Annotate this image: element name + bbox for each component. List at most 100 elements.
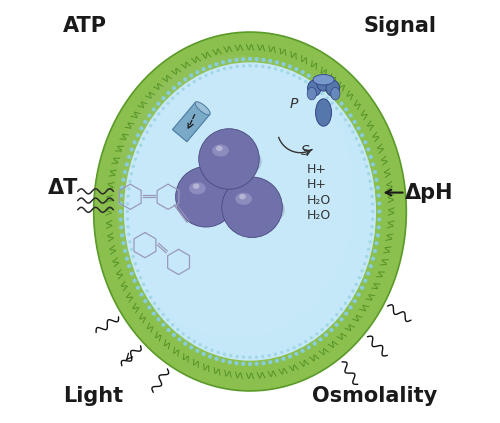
- Ellipse shape: [224, 192, 285, 228]
- Ellipse shape: [126, 202, 129, 206]
- Ellipse shape: [193, 184, 200, 189]
- Ellipse shape: [208, 64, 212, 69]
- Ellipse shape: [268, 66, 271, 69]
- Polygon shape: [172, 102, 210, 142]
- Ellipse shape: [139, 276, 142, 279]
- Ellipse shape: [344, 302, 347, 305]
- Ellipse shape: [354, 137, 358, 140]
- Ellipse shape: [368, 179, 372, 183]
- Ellipse shape: [348, 113, 352, 118]
- Ellipse shape: [140, 85, 330, 308]
- Ellipse shape: [308, 80, 321, 96]
- Ellipse shape: [377, 217, 382, 222]
- Ellipse shape: [136, 286, 140, 290]
- Ellipse shape: [130, 247, 133, 251]
- Ellipse shape: [153, 118, 156, 121]
- Ellipse shape: [363, 140, 368, 144]
- Ellipse shape: [127, 233, 130, 236]
- Ellipse shape: [122, 178, 126, 182]
- Ellipse shape: [115, 55, 354, 338]
- Ellipse shape: [294, 67, 298, 71]
- Ellipse shape: [286, 71, 290, 74]
- Ellipse shape: [234, 361, 238, 365]
- Ellipse shape: [162, 96, 166, 100]
- Ellipse shape: [262, 58, 266, 62]
- Ellipse shape: [366, 147, 370, 151]
- Ellipse shape: [368, 240, 372, 244]
- Text: H+: H+: [306, 178, 326, 191]
- Polygon shape: [195, 102, 210, 115]
- Ellipse shape: [156, 317, 160, 321]
- Ellipse shape: [152, 107, 156, 112]
- Ellipse shape: [192, 340, 196, 343]
- Ellipse shape: [262, 361, 266, 365]
- Ellipse shape: [335, 107, 338, 110]
- Ellipse shape: [326, 323, 329, 327]
- Ellipse shape: [178, 82, 182, 86]
- Ellipse shape: [204, 346, 208, 349]
- Ellipse shape: [229, 354, 232, 357]
- Ellipse shape: [125, 256, 129, 261]
- Text: Light: Light: [63, 386, 123, 406]
- Ellipse shape: [122, 241, 126, 245]
- Ellipse shape: [118, 201, 123, 206]
- Ellipse shape: [148, 113, 152, 118]
- Ellipse shape: [196, 349, 200, 353]
- Ellipse shape: [183, 77, 188, 82]
- Ellipse shape: [128, 179, 132, 183]
- Ellipse shape: [149, 296, 152, 299]
- Text: S: S: [300, 143, 309, 158]
- Ellipse shape: [316, 99, 332, 126]
- Ellipse shape: [189, 182, 206, 195]
- Ellipse shape: [236, 193, 252, 205]
- Ellipse shape: [373, 170, 377, 174]
- Ellipse shape: [126, 195, 130, 198]
- Text: H+: H+: [306, 163, 326, 176]
- Ellipse shape: [142, 283, 146, 286]
- Ellipse shape: [374, 178, 378, 182]
- Ellipse shape: [228, 59, 232, 63]
- Ellipse shape: [189, 345, 194, 349]
- Ellipse shape: [358, 144, 361, 147]
- Ellipse shape: [268, 354, 271, 357]
- Ellipse shape: [326, 80, 340, 96]
- Ellipse shape: [241, 57, 246, 61]
- Ellipse shape: [326, 96, 329, 100]
- Ellipse shape: [324, 333, 328, 337]
- Ellipse shape: [162, 313, 165, 316]
- Ellipse shape: [371, 202, 374, 206]
- Ellipse shape: [202, 352, 205, 356]
- Ellipse shape: [156, 102, 160, 106]
- Ellipse shape: [216, 69, 220, 72]
- Ellipse shape: [118, 217, 123, 222]
- Ellipse shape: [128, 240, 132, 244]
- Ellipse shape: [132, 279, 137, 283]
- Ellipse shape: [153, 302, 156, 305]
- Ellipse shape: [148, 305, 152, 310]
- Ellipse shape: [248, 356, 252, 359]
- Ellipse shape: [132, 165, 135, 168]
- Ellipse shape: [130, 272, 134, 276]
- Ellipse shape: [378, 209, 382, 214]
- Ellipse shape: [348, 124, 351, 127]
- Ellipse shape: [221, 60, 225, 64]
- Ellipse shape: [340, 112, 343, 115]
- Ellipse shape: [140, 292, 143, 297]
- Ellipse shape: [360, 269, 364, 272]
- Ellipse shape: [306, 74, 311, 78]
- Ellipse shape: [234, 58, 238, 62]
- Ellipse shape: [136, 151, 140, 154]
- Ellipse shape: [248, 362, 252, 366]
- Ellipse shape: [214, 357, 218, 361]
- Ellipse shape: [352, 120, 357, 124]
- Ellipse shape: [330, 91, 334, 95]
- Ellipse shape: [126, 217, 129, 221]
- Ellipse shape: [261, 65, 264, 68]
- Ellipse shape: [344, 107, 348, 112]
- Ellipse shape: [166, 328, 170, 332]
- Ellipse shape: [320, 92, 324, 95]
- Ellipse shape: [280, 69, 283, 72]
- Ellipse shape: [212, 144, 229, 157]
- Ellipse shape: [125, 162, 129, 167]
- Ellipse shape: [367, 172, 370, 176]
